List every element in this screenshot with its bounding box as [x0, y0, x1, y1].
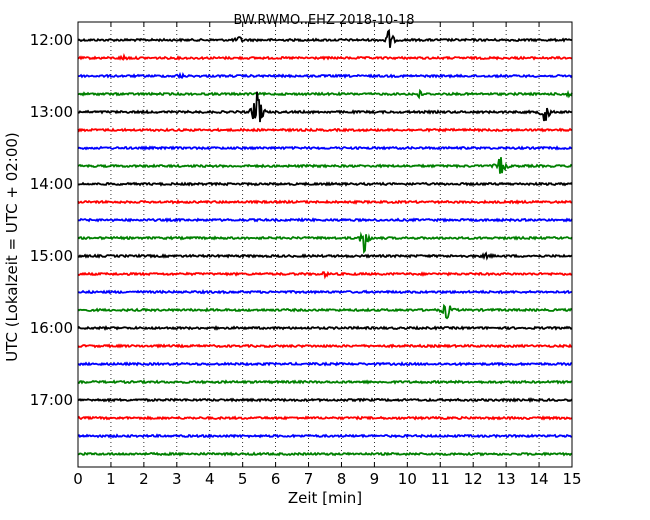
x-tick-label: 9	[370, 470, 380, 488]
trace-1600	[77, 325, 573, 331]
trace-1500	[77, 251, 573, 261]
trace-1400	[77, 181, 573, 187]
x-tick-label: 0	[73, 470, 83, 488]
trace-1430	[77, 217, 573, 223]
y-tick-label: 14:00	[30, 175, 73, 193]
x-axis-label: Zeit [min]	[288, 489, 362, 507]
x-axis-ticks: 0 1 2 3 4 5 6 7 8 9 10 11 12 13 14 15	[73, 22, 582, 488]
trace-1445	[77, 231, 573, 254]
x-tick-label: 10	[398, 470, 417, 488]
trace-1330	[77, 145, 573, 151]
x-tick-label: 8	[337, 470, 347, 488]
y-tick-label: 15:00	[30, 247, 73, 265]
trace-1715	[77, 415, 573, 421]
trace-1615	[77, 343, 573, 349]
trace-1515	[77, 270, 573, 280]
trace-1345	[77, 157, 573, 174]
x-tick-label: 2	[139, 470, 149, 488]
chart-title: BW.RWMO..EHZ 2018-10-18	[233, 13, 414, 28]
trace-1300	[77, 91, 573, 123]
trace-1630	[77, 361, 573, 367]
x-tick-label: 1	[106, 470, 116, 488]
x-tick-label: 11	[431, 470, 450, 488]
y-tick-label: 13:00	[30, 103, 73, 121]
x-tick-label: 7	[304, 470, 314, 488]
x-tick-label: 3	[172, 470, 182, 488]
trace-1230	[77, 71, 573, 80]
x-tick-label: 4	[205, 470, 215, 488]
y-tick-label: 17:00	[30, 391, 73, 409]
trace-1745	[77, 451, 573, 457]
trace-1315	[77, 127, 573, 133]
y-axis-label: UTC (Lokalzeit = UTC + 02:00)	[3, 132, 21, 362]
trace-1530	[77, 289, 573, 295]
trace-1730	[77, 433, 573, 439]
y-axis-ticks: 12:00 13:00 14:00 15:00 16:00 17:00	[30, 31, 572, 409]
y-tick-label: 12:00	[30, 31, 73, 49]
trace-1245	[77, 88, 573, 100]
x-tick-label: 5	[238, 470, 248, 488]
x-tick-label: 13	[497, 470, 516, 488]
trace-1415	[77, 199, 573, 205]
x-tick-label: 14	[530, 470, 549, 488]
x-tick-label: 12	[464, 470, 483, 488]
trace-1545	[77, 303, 573, 320]
trace-1700	[77, 397, 573, 403]
x-tick-label: 15	[562, 470, 581, 488]
trace-1215	[77, 52, 573, 61]
trace-1200	[77, 28, 573, 48]
plot-frame	[77, 21, 573, 468]
trace-1645	[77, 379, 573, 385]
seismogram-traces	[77, 28, 573, 457]
x-tick-label: 6	[271, 470, 281, 488]
y-tick-label: 16:00	[30, 319, 73, 337]
